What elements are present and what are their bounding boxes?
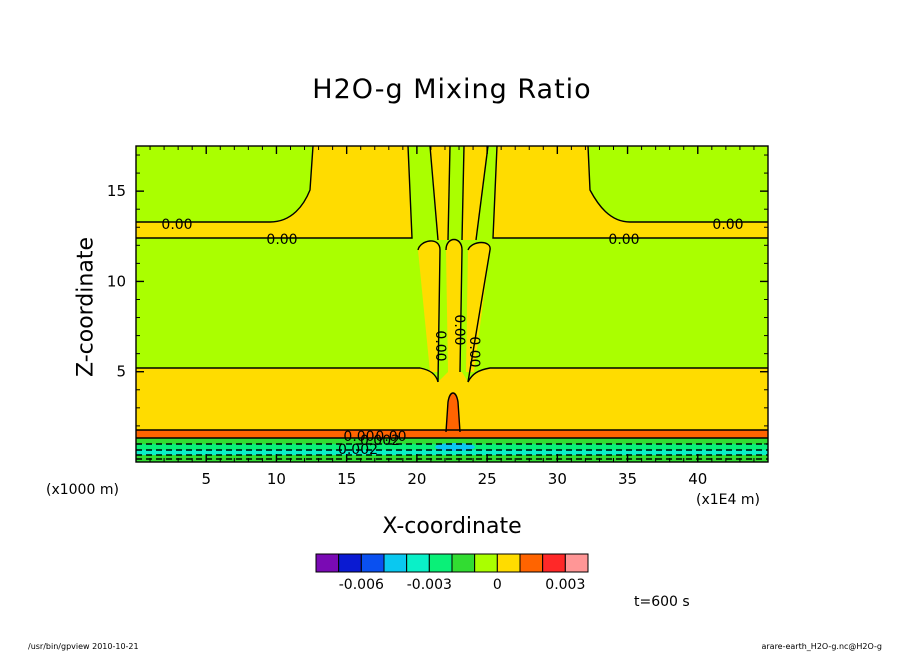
- footer-right: arare-earth_H2O-g.nc@H2O-g: [761, 642, 882, 651]
- contour-label: 0.002: [360, 433, 400, 449]
- y-axis-unit: (x1000 m): [46, 482, 119, 498]
- svg-text:0.00: 0.00: [466, 336, 482, 367]
- svg-text:0.00: 0.00: [608, 232, 639, 248]
- y-axis: 5 10 15: [107, 154, 768, 445]
- x-tick-label: 40: [688, 470, 707, 488]
- x-tick-label: 35: [618, 470, 637, 488]
- y-tick-label: 5: [116, 363, 126, 381]
- colorbar-swatch: [564, 553, 589, 573]
- svg-text:0.00: 0.00: [266, 232, 297, 248]
- time-label: t=600 s: [634, 594, 690, 610]
- chart-title: H2O-g Mixing Ratio: [312, 74, 592, 105]
- contour-label: 0.00: [432, 330, 448, 361]
- svg-text:0.00: 0.00: [451, 314, 467, 345]
- x-axis: 5 10 15 20 25 30 35 40: [149, 146, 755, 488]
- svg-text:0.00: 0.00: [432, 330, 448, 361]
- contour-label: 0.00: [375, 429, 406, 445]
- svg-text:0.00: 0.00: [375, 429, 406, 445]
- colorbar-swatch: [315, 553, 340, 573]
- colorbar-swatch: [474, 553, 498, 573]
- contour-label: 0.00: [266, 232, 297, 248]
- svg-text:0.002: 0.002: [360, 433, 400, 449]
- colorbar-swatch: [519, 553, 544, 573]
- x-tick-label: 30: [548, 470, 567, 488]
- y-tick-label: 15: [107, 182, 126, 200]
- x-tick-label: 5: [201, 470, 211, 488]
- colorbar-tick-label: 0.003: [545, 577, 585, 593]
- contour-label: 0.00: [608, 232, 639, 248]
- colorbar-tick-label: -0.003: [407, 577, 452, 593]
- colorbar-swatch: [360, 553, 385, 573]
- colorbar-swatch: [406, 553, 430, 573]
- svg-text:0.00: 0.00: [712, 217, 743, 233]
- contour-label-group: 0.000.00 0.000.000.000.000.000.00 0.000.00…: [161, 217, 743, 458]
- contour-label: 0.00: [451, 314, 467, 345]
- footer-left: /usr/bin/gpview 2010-10-21: [28, 642, 139, 651]
- plot-frame: [135, 145, 769, 463]
- colorbar-swatch: [496, 553, 521, 573]
- colorbar-swatch: [451, 553, 476, 573]
- svg-text:0.00: 0.00: [161, 217, 192, 233]
- contour-label: 0.00: [161, 217, 192, 233]
- colorbar: -0.006 -0.003 0 0.003: [315, 553, 589, 593]
- colorbar-swatch: [542, 553, 566, 573]
- contour-label: 0.00: [466, 336, 482, 367]
- x-axis-unit: (x1E4 m): [696, 492, 760, 508]
- colorbar-tick-label: -0.006: [339, 577, 384, 593]
- contour-fill: [136, 146, 768, 462]
- x-tick-label: 10: [267, 470, 286, 488]
- y-tick-label: 10: [107, 272, 126, 290]
- colorbar-tick-label: 0: [493, 577, 502, 593]
- contour-label: 0.00: [712, 217, 743, 233]
- contour-label: 0.002: [338, 442, 378, 458]
- x-axis-label: X-coordinate: [382, 514, 522, 539]
- x-tick-label: 15: [337, 470, 356, 488]
- contour-lines: [136, 146, 768, 460]
- colorbar-swatch: [428, 553, 453, 573]
- y-axis-label: Z-coordinate: [73, 237, 99, 377]
- x-tick-label: 25: [478, 470, 497, 488]
- x-tick-label: 20: [407, 470, 426, 488]
- contour-label: 0.00: [343, 429, 374, 445]
- colorbar-swatch: [383, 553, 408, 573]
- svg-text:0.002: 0.002: [338, 442, 378, 458]
- svg-text:0.00: 0.00: [343, 429, 374, 445]
- colorbar-swatch: [338, 553, 362, 573]
